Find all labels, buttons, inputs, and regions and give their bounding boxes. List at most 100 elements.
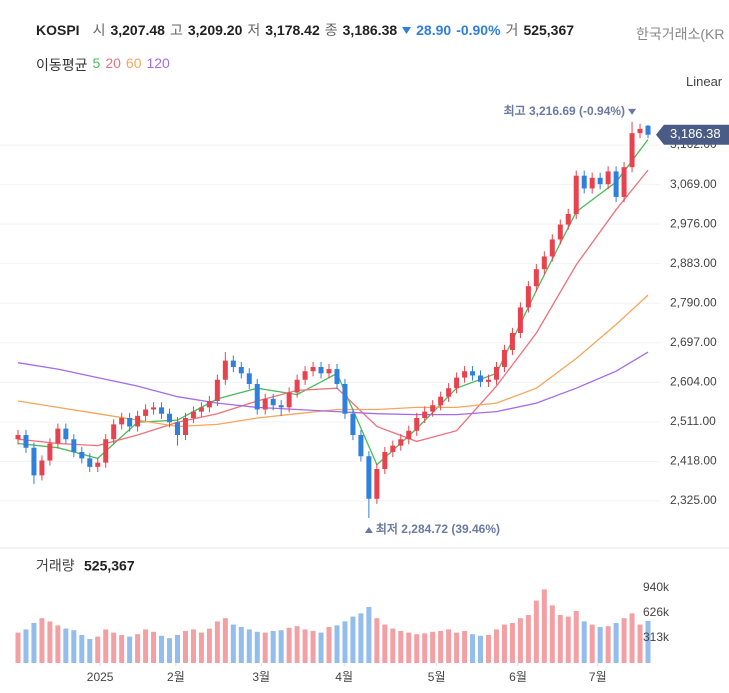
x-tick-label: 5월 (428, 670, 446, 684)
candle-body (358, 434, 364, 457)
legend-title: 이동평균 (36, 57, 88, 73)
volume-bar (366, 607, 372, 663)
x-tick-label: 2월 (167, 670, 185, 684)
volume-bar (135, 634, 141, 663)
volume-bar (470, 634, 476, 663)
volume-bar (565, 616, 571, 663)
volume-bar (127, 636, 133, 663)
volume-bar (143, 629, 149, 663)
scale-button[interactable]: Linear (686, 74, 723, 89)
volume-bar (318, 632, 324, 663)
low-value: 3,178.42 (265, 22, 320, 38)
candle-body (326, 369, 332, 374)
candle-body (167, 413, 173, 423)
volume-bar (573, 611, 579, 663)
candle-body (318, 366, 324, 374)
volume-bar (302, 629, 308, 663)
candle-body (565, 213, 571, 225)
low-label: 저 (247, 22, 261, 38)
candle-body (174, 422, 180, 435)
volume-bar (95, 636, 101, 663)
moving-average-line (17, 351, 649, 416)
volume-bar (629, 613, 635, 663)
volume-bar (374, 618, 380, 663)
moving-average-line (17, 294, 649, 428)
volume-bar (151, 631, 157, 663)
volume-bar (214, 621, 220, 663)
y-tick-label: 2,325.00 (670, 493, 717, 507)
volume-bar (262, 632, 268, 663)
volume-bar (605, 626, 611, 663)
candle-body (573, 175, 579, 214)
candle-body (190, 411, 196, 418)
volume-bar (159, 635, 165, 663)
volume-bar (79, 635, 85, 663)
candle-body (597, 177, 603, 185)
volume-bar (589, 624, 595, 663)
candle-body (79, 452, 85, 459)
volume-bar (557, 615, 563, 663)
candle-body (127, 417, 133, 427)
volume-bar (517, 618, 523, 663)
legend-entry: 5 (92, 55, 101, 71)
candle-body (501, 349, 507, 367)
volume-tick-label: 626k (643, 605, 670, 619)
candle-body (613, 171, 619, 197)
volume-bar (454, 632, 460, 663)
volume-bar (334, 625, 340, 663)
high-marker (628, 108, 637, 115)
last-price-label: 3,186.38 (670, 126, 721, 141)
volume-bar (390, 628, 396, 663)
last-price-tag (656, 124, 729, 145)
high-label: 고 (169, 22, 183, 38)
candle-body (63, 428, 69, 440)
candle-body (214, 379, 220, 401)
y-tick-label: 3,069.00 (670, 177, 717, 191)
volume-bar (493, 629, 499, 663)
y-tick-label: 2,883.00 (670, 256, 717, 270)
volume-bar (286, 627, 292, 663)
volume-bar (342, 621, 348, 663)
volume-bar (254, 631, 260, 663)
low-annotation: 최저 2,284.72 (39.46%) (376, 521, 500, 536)
candle-body (111, 424, 117, 440)
candle-body (557, 224, 563, 240)
volume-bar (430, 631, 436, 663)
volume-bar (87, 639, 93, 663)
volume-bar (198, 632, 204, 663)
volume-bar (350, 616, 356, 663)
candle-body (549, 239, 555, 257)
candle-body (270, 398, 276, 406)
y-tick-label: 2,790.00 (670, 295, 717, 309)
candle-body (302, 371, 308, 380)
exchange: 한국거래소(KR (636, 26, 725, 42)
volume-bar (525, 615, 531, 663)
volume-bar (613, 623, 619, 663)
candle-body (334, 369, 340, 384)
volume-bar (509, 623, 515, 663)
volume-bar (23, 629, 29, 663)
candle-body (286, 392, 292, 408)
candle-body (422, 411, 428, 418)
volume-bar (270, 631, 276, 663)
volume-bar (238, 627, 244, 663)
candle-body (230, 360, 236, 367)
candle-body (182, 417, 188, 435)
volume-bar (111, 632, 117, 663)
volume-bar (278, 630, 284, 663)
candle-body (151, 407, 157, 410)
volume-bar (39, 618, 45, 663)
down-arrow (402, 27, 412, 34)
volume-bar (222, 618, 228, 663)
legend-entry: 60 (125, 55, 142, 71)
volume-bar (182, 631, 188, 663)
candle-body (398, 439, 404, 446)
volume-bar (63, 628, 69, 663)
volume-bar (478, 635, 484, 663)
volume-bar (47, 621, 53, 663)
candle-body (278, 405, 284, 408)
candle-body (294, 379, 300, 393)
volume-bar (206, 628, 212, 663)
candle-body (470, 371, 476, 376)
